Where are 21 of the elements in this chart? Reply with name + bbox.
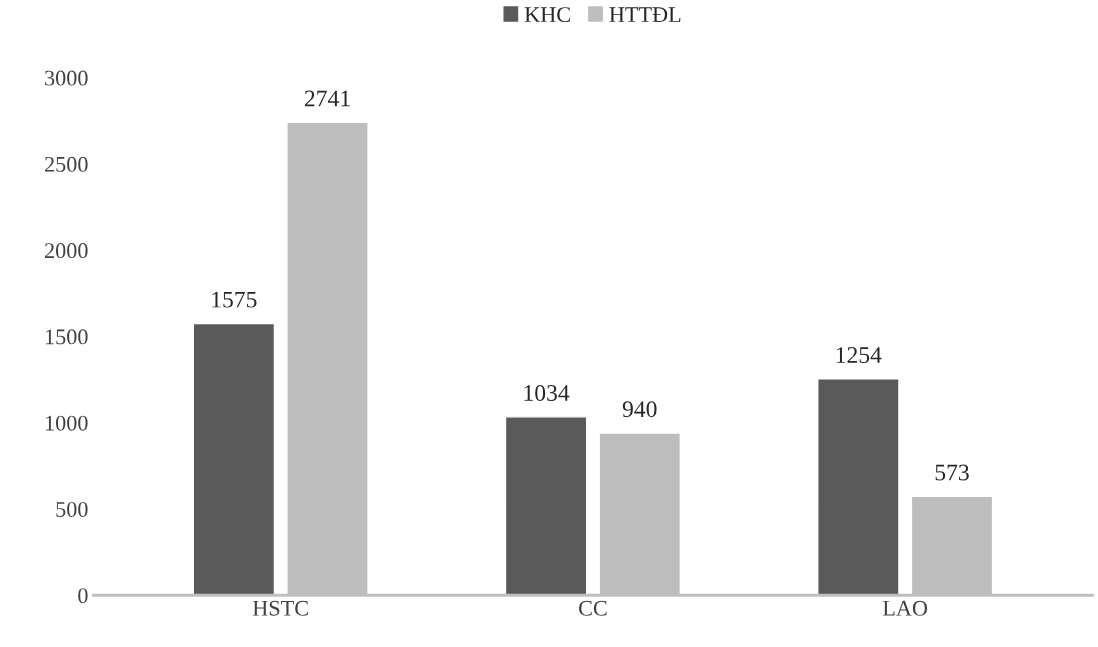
data-label: 1254 xyxy=(836,347,882,363)
data-label: 573 xyxy=(935,464,969,481)
legend-label: HTTĐL xyxy=(609,7,681,22)
data-label: 2741 xyxy=(304,90,350,107)
data-label: 1034 xyxy=(524,385,570,401)
y-tick-label: 1500 xyxy=(45,329,88,345)
bar xyxy=(192,322,276,596)
y-tick-label: 2500 xyxy=(45,156,88,172)
y-tick-label: 500 xyxy=(56,501,88,517)
bar xyxy=(817,378,900,596)
x-tick-label: HSTC xyxy=(252,600,308,616)
y-tick-label: 0 xyxy=(78,588,88,604)
data-label: 940 xyxy=(622,401,657,418)
x-tick-label: CC xyxy=(579,600,607,616)
bar xyxy=(504,416,588,596)
data-label: 1575 xyxy=(212,291,257,308)
x-tick-label: LAO xyxy=(882,600,928,616)
y-tick-label: 1000 xyxy=(45,415,88,431)
y-tick-label: 2000 xyxy=(45,243,88,259)
y-tick-label: 3000 xyxy=(45,70,88,86)
legend-label: KHC xyxy=(524,7,570,23)
